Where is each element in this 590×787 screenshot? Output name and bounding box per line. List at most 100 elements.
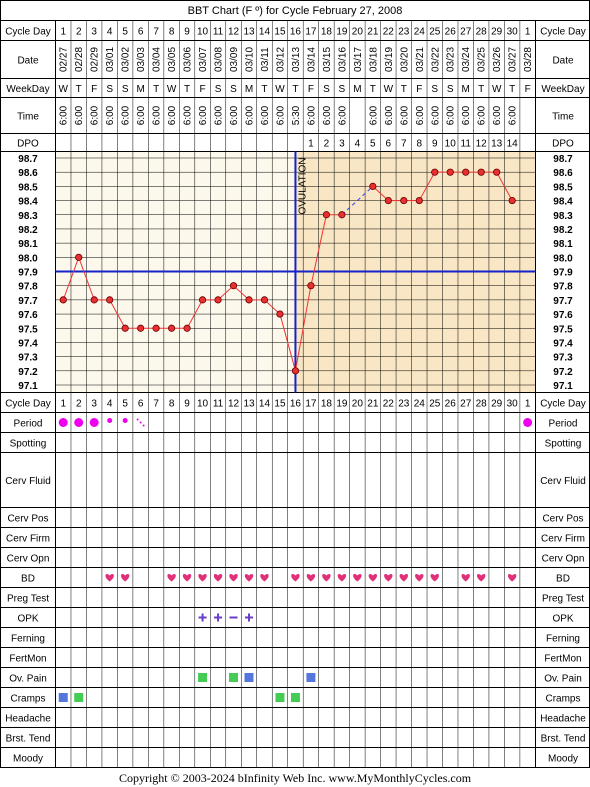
y-tick-right: 97.2 [553, 367, 573, 378]
cycle_day-cell: 29 [491, 27, 503, 38]
date-cell: 03/11 [260, 47, 271, 72]
y-tick-right: 97.1 [553, 381, 573, 392]
cycle_day-cell: 24 [414, 27, 426, 38]
row-label-right-ferning: Ferning [546, 634, 580, 645]
weekday-cell: T [509, 84, 515, 95]
bd-heart-icon [399, 574, 408, 582]
y-tick-right: 98.6 [553, 168, 573, 179]
y-tick-left: 98.7 [18, 154, 38, 165]
y-tick-left: 97.3 [18, 353, 38, 364]
time-cell: 6:00 [492, 105, 503, 125]
temp-point [307, 282, 315, 290]
weekday-cell: T [153, 84, 159, 95]
date-cell: 02/28 [74, 47, 85, 72]
row-label-right-weekday: WeekDay [541, 84, 584, 95]
time-cell: 5:30 [291, 105, 302, 125]
bd-heart-icon [306, 574, 316, 582]
date-cell: 03/22 [430, 47, 441, 72]
temp-point [121, 324, 129, 332]
temp-point [477, 168, 485, 176]
time-cell: 6:00 [430, 105, 441, 125]
dpo-cell: 13 [491, 139, 503, 150]
bd-heart-icon [384, 574, 393, 582]
cycle_day-cell: 6 [138, 27, 144, 38]
temp-point [446, 168, 454, 176]
weekday-cell: S [106, 84, 113, 95]
time-cell: 6:00 [399, 105, 410, 125]
row-label-left-brst_tend: Brst. Tend [6, 734, 51, 745]
dpo-cell: 1 [308, 139, 314, 150]
y-tick-left: 97.6 [18, 310, 38, 321]
row-label-left-ov_pain: Ov. Pain [9, 674, 47, 685]
time-cell: 6:00 [508, 105, 519, 125]
y-tick-left: 97.4 [18, 338, 38, 349]
temp-segment [186, 299, 203, 329]
dpo-cell: 4 [355, 139, 361, 150]
weekday-cell: M [462, 84, 470, 95]
cycle-day-bottom-cell: 7 [153, 399, 159, 410]
ov-pain-marker [198, 673, 208, 682]
time-cell: 6:00 [337, 105, 348, 125]
period-spotting-dot [136, 418, 139, 421]
dpo-cell: 2 [324, 139, 330, 150]
time-cell: 6:00 [446, 105, 457, 125]
dpo-cell: 11 [461, 139, 472, 150]
cycle_day-cell: 13 [243, 27, 255, 38]
cycle_day-cell: 28 [476, 27, 488, 38]
cycle_day-cell: 22 [383, 27, 395, 38]
y-tick-left: 97.5 [18, 324, 38, 335]
date-cell: 03/07 [198, 47, 209, 72]
row-label-left-cycle_day: Cycle Day [5, 27, 51, 38]
cycle_day-cell: 12 [228, 27, 240, 38]
row-label-left-dpo: DPO [17, 139, 39, 150]
cycle_day-cell: 7 [153, 27, 159, 38]
dpo-cell: 14 [507, 139, 519, 150]
period-heavy-dot [58, 418, 68, 427]
dpo-cell: 5 [370, 139, 376, 150]
cycle_day-cell: 1 [525, 27, 531, 38]
y-tick-left: 98.3 [18, 211, 38, 222]
date-cell: 03/20 [399, 47, 410, 72]
date-cell: 03/13 [291, 47, 302, 72]
temp-point [59, 296, 67, 304]
date-cell: 03/14 [306, 47, 317, 72]
chart-title: BBT Chart (F º) for Cycle February 27, 2… [188, 5, 403, 17]
cycle-day-bottom-cell: 30 [507, 399, 519, 410]
weekday-cell: S [323, 84, 330, 95]
time-cell: 6:00 [384, 105, 395, 125]
y-tick-left: 98.5 [18, 182, 38, 193]
bd-heart-icon [213, 574, 223, 582]
bd-heart-icon [182, 574, 192, 582]
row-label-right-cramps: Cramps [545, 694, 580, 705]
time-cell: 6:00 [229, 105, 240, 125]
weekday-cell: F [200, 84, 206, 95]
cycle_day-cell: 19 [336, 27, 348, 38]
time-cell: 6:00 [275, 105, 286, 125]
bd-heart-icon [415, 574, 424, 582]
cycle_day-cell: 15 [274, 27, 286, 38]
date-cell: 02/27 [59, 47, 70, 72]
cycle-day-bottom-cell: 3 [91, 399, 97, 410]
cycle-day-bottom-cell: 11 [213, 399, 224, 410]
temp-point [90, 296, 98, 304]
cramps-marker [74, 693, 84, 702]
weekday-cell: T [478, 84, 484, 95]
temp-point [508, 196, 516, 205]
time-cell: 6:00 [167, 105, 178, 125]
weekday-cell: W [492, 84, 502, 95]
cycle_day-cell: 2 [76, 27, 82, 38]
weekday-cell: S [215, 84, 222, 95]
ov-pain-marker [229, 673, 239, 682]
period-heavy-dot [89, 418, 99, 427]
period-spotting-dot [139, 421, 142, 424]
y-tick-right: 98.0 [553, 253, 573, 264]
cycle_day-cell: 11 [213, 27, 224, 38]
ov-pain-marker [244, 673, 254, 682]
row-label-right-headache: Headache [540, 714, 586, 725]
cramps-marker [275, 693, 285, 702]
cycle-day-bottom-cell: 12 [228, 399, 240, 410]
cycle-day-bottom-cell: 22 [383, 399, 395, 410]
cycle_day-cell: 20 [352, 27, 364, 38]
date-cell: 03/28 [523, 47, 534, 72]
